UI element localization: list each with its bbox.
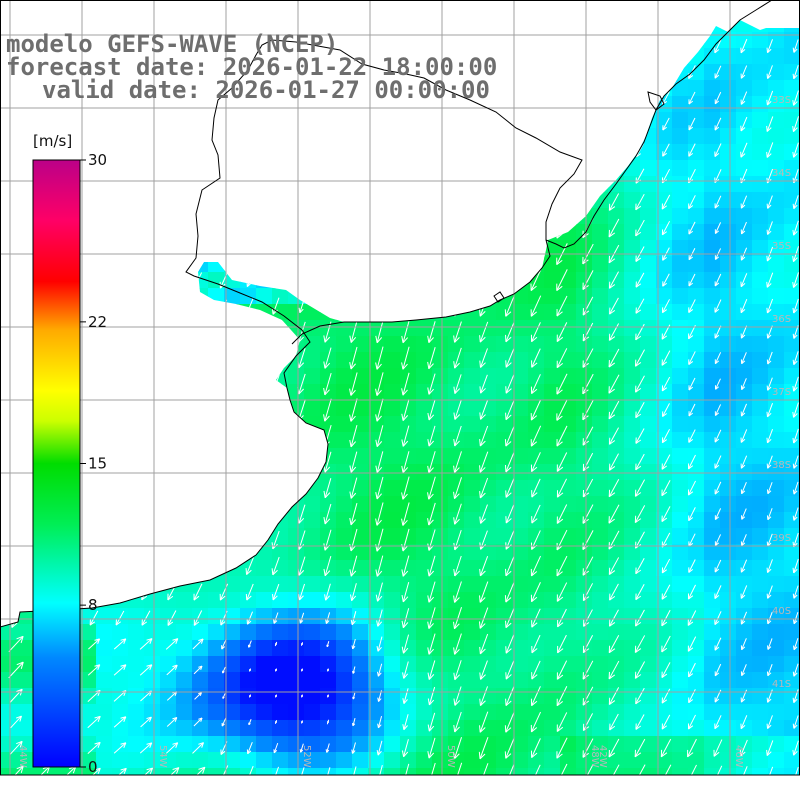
model-title: modelo GEFS-WAVE (NCEP) xyxy=(6,30,338,58)
valid-date: valid date: 2026-01-27 00:00:00 xyxy=(42,76,490,104)
longitude-label: 44W xyxy=(17,745,28,768)
colorbar-tick-label: 22 xyxy=(88,313,107,331)
latitude-label: 33S xyxy=(772,95,791,106)
latitude-label: 36S xyxy=(772,314,791,325)
longitude-label: 50W xyxy=(445,745,456,768)
latitude-label: 37S xyxy=(772,387,791,398)
colorbar-tick-label: 30 xyxy=(88,151,107,169)
colorbar-tick-label: 0 xyxy=(88,758,98,776)
latitude-label: 34S xyxy=(772,168,791,179)
longitude-label: 48W xyxy=(589,745,600,768)
longitude-labels: 54W 52W 50W 48W 46W 44W 42W xyxy=(17,745,744,768)
colorbar-tick-label: 8 xyxy=(88,596,98,614)
colorbar-scale xyxy=(32,159,81,768)
longitude-label: 52W xyxy=(301,745,312,768)
latitude-label: 39S xyxy=(772,533,791,544)
title-block: modelo GEFS-WAVE (NCEP) forecast date: 2… xyxy=(6,30,497,104)
lagoon-outline xyxy=(493,91,665,303)
colorbar-tick-label: 15 xyxy=(88,455,107,473)
lat-lon-grid xyxy=(0,0,800,776)
forecast-date: forecast date: 2026-01-22 18:00:00 xyxy=(6,53,497,81)
colorbar-unit: [m/s] xyxy=(33,132,72,150)
latitude-label: 38S xyxy=(772,460,791,471)
colorbar: [m/s] 30 22 15 8 0 xyxy=(32,132,107,776)
longitude-label: 46W xyxy=(733,745,744,768)
longitude-label: 54W xyxy=(157,745,168,768)
latitude-label: 40S xyxy=(772,606,791,617)
coastline xyxy=(0,0,773,628)
longitude-label: 42W xyxy=(597,745,608,768)
latitude-labels: 33S 34S 35S 36S 37S 38S 39S 40S 41S xyxy=(772,95,791,690)
latitude-label: 41S xyxy=(772,679,791,690)
latitude-label: 35S xyxy=(772,241,791,252)
